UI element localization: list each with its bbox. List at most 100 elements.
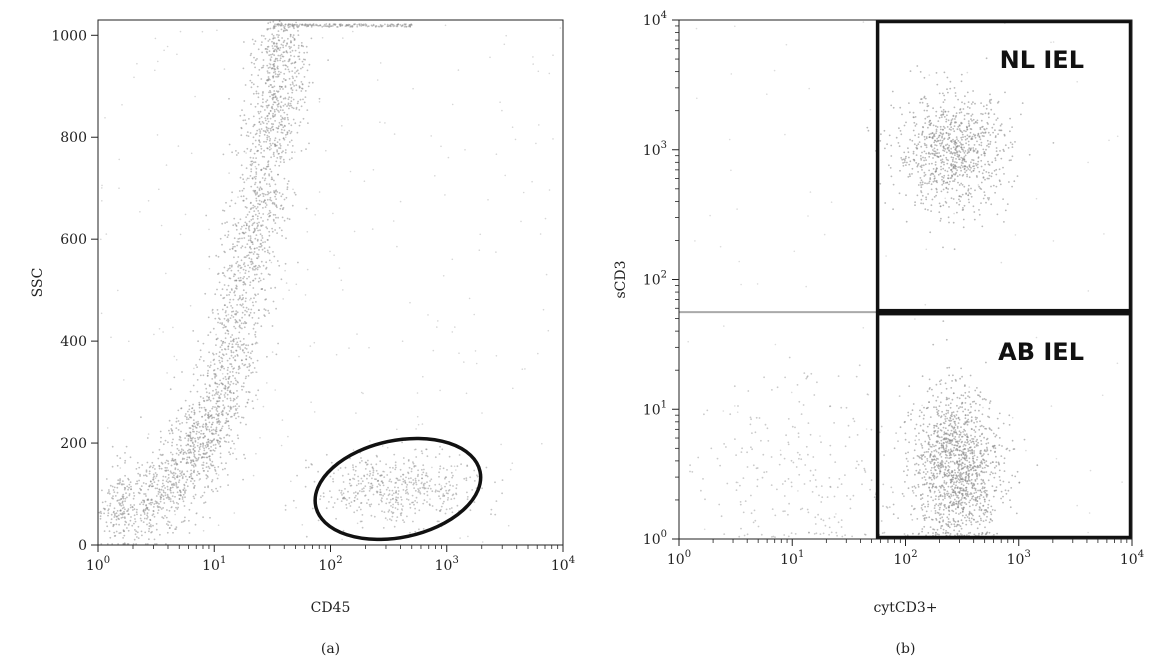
event-dot xyxy=(254,248,256,250)
event-dot xyxy=(988,112,990,114)
event-dot xyxy=(203,424,205,426)
event-dot xyxy=(274,65,276,67)
event-dot xyxy=(983,520,985,522)
event-dot xyxy=(970,453,972,455)
event-dot xyxy=(126,497,128,499)
event-dot xyxy=(157,61,159,63)
event-dot xyxy=(442,495,444,497)
event-dot xyxy=(284,129,286,131)
event-dot xyxy=(333,472,335,474)
event-dot xyxy=(980,503,982,505)
event-dot xyxy=(278,125,280,127)
event-dot xyxy=(226,294,228,296)
event-dot xyxy=(970,406,972,408)
event-dot xyxy=(230,336,232,338)
event-dot xyxy=(190,437,192,439)
event-dot xyxy=(985,171,987,173)
event-dot xyxy=(164,515,166,517)
event-dot xyxy=(208,466,210,468)
event-dot xyxy=(938,211,940,213)
event-dot xyxy=(285,134,287,136)
a-y-tick-label: 400 xyxy=(60,334,87,350)
event-dot xyxy=(966,176,968,178)
event-dot xyxy=(395,499,397,501)
event-dot xyxy=(947,92,949,94)
event-dot xyxy=(935,164,937,166)
event-dot xyxy=(261,273,263,275)
event-dot xyxy=(235,287,237,289)
event-dot xyxy=(219,380,221,382)
event-dot xyxy=(300,90,302,92)
event-dot xyxy=(310,463,312,465)
event-dot xyxy=(288,102,290,104)
event-dot xyxy=(348,503,350,505)
event-dot xyxy=(267,219,269,221)
event-dot xyxy=(273,301,275,303)
event-dot xyxy=(390,501,392,503)
event-dot xyxy=(958,440,960,442)
event-dot xyxy=(287,186,289,188)
event-dot xyxy=(476,474,478,476)
event-dot xyxy=(271,228,273,230)
event-dot xyxy=(988,199,990,201)
event-dot xyxy=(920,155,922,157)
event-dot xyxy=(958,407,960,409)
event-dot xyxy=(935,195,937,197)
event-dot xyxy=(306,208,308,210)
event-dot xyxy=(266,99,268,101)
event-dot xyxy=(431,490,433,492)
event-dot xyxy=(418,424,420,426)
event-dot xyxy=(245,206,247,208)
event-dot xyxy=(913,112,915,114)
event-dot xyxy=(953,450,955,452)
event-dot xyxy=(418,480,420,482)
event-dot xyxy=(200,356,202,358)
event-dot xyxy=(204,486,206,488)
event-dot xyxy=(262,177,264,179)
event-dot xyxy=(166,517,168,519)
event-dot xyxy=(307,269,309,271)
event-dot xyxy=(211,461,213,463)
event-dot xyxy=(128,487,130,489)
event-dot xyxy=(967,496,969,498)
event-dot xyxy=(235,223,237,225)
event-dot xyxy=(443,467,445,469)
event-dot xyxy=(275,25,277,27)
event-dot xyxy=(156,495,158,497)
event-dot xyxy=(257,322,259,324)
event-dot xyxy=(248,369,250,371)
event-dot xyxy=(968,120,970,122)
event-dot xyxy=(451,477,453,479)
event-dot xyxy=(204,457,206,459)
event-dot xyxy=(220,382,222,384)
event-dot xyxy=(243,68,245,70)
event-dot xyxy=(259,266,261,268)
event-dot xyxy=(171,465,173,467)
event-dot xyxy=(175,507,177,509)
event-dot xyxy=(217,440,219,442)
event-dot xyxy=(150,532,152,534)
event-dot xyxy=(235,418,237,420)
event-dot xyxy=(261,41,263,43)
event-dot xyxy=(201,457,203,459)
event-dot xyxy=(299,85,301,87)
event-dot xyxy=(176,444,178,446)
event-dot xyxy=(246,307,248,309)
event-dot xyxy=(344,498,346,500)
event-dot xyxy=(235,338,237,340)
event-dot xyxy=(920,202,922,204)
event-dot xyxy=(402,478,404,480)
event-dot xyxy=(368,499,370,501)
event-dot xyxy=(272,113,274,115)
event-dot xyxy=(246,355,248,357)
event-dot xyxy=(395,467,397,469)
event-dot xyxy=(252,126,254,128)
event-dot xyxy=(196,431,198,433)
event-dot xyxy=(174,478,176,480)
event-dot xyxy=(220,393,222,395)
event-dot xyxy=(250,219,252,221)
event-dot xyxy=(267,310,269,312)
event-dot xyxy=(962,184,964,186)
event-dot xyxy=(973,149,975,151)
event-dot xyxy=(976,141,978,143)
